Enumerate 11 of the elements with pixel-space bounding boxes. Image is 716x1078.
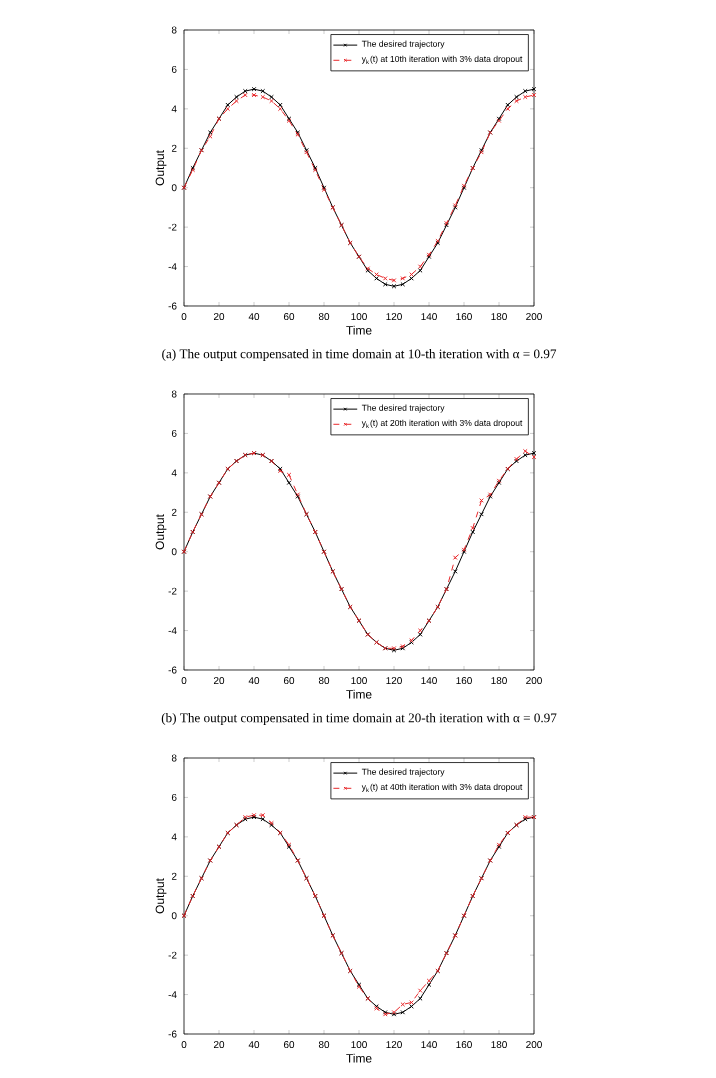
point <box>400 1009 406 1015</box>
point <box>260 94 266 100</box>
point <box>522 88 528 94</box>
point <box>522 94 528 100</box>
point <box>286 480 292 486</box>
point <box>251 86 257 92</box>
point <box>260 88 266 94</box>
point <box>400 281 406 287</box>
point <box>382 281 388 287</box>
point <box>391 283 397 289</box>
point <box>286 472 292 478</box>
